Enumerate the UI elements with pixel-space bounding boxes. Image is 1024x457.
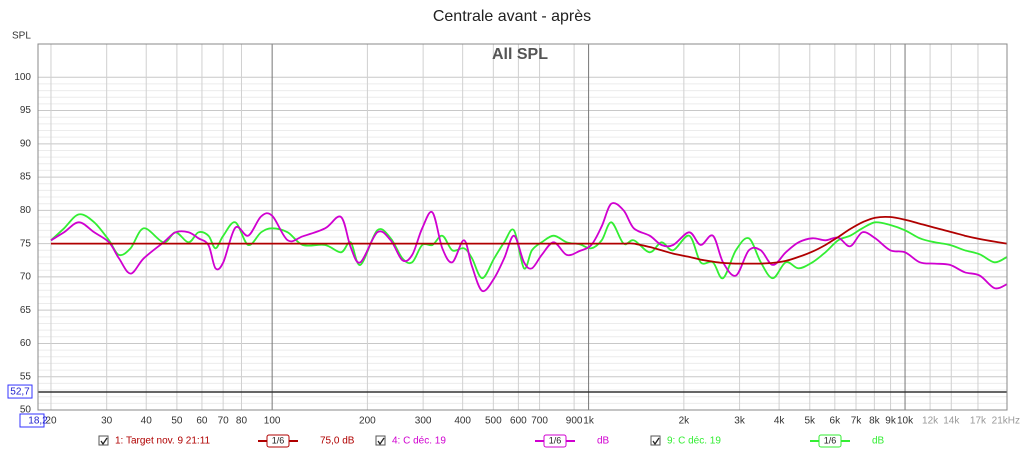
legend-checkbox[interactable]	[375, 435, 386, 446]
x-tick-label: 40	[141, 416, 153, 427]
cursor-box	[19, 413, 45, 428]
y-axis-label: SPL	[12, 31, 31, 42]
x-tick-label: 70	[218, 416, 230, 427]
x-tick-label: 80	[236, 416, 248, 427]
legend-label: 4: C déc. 19	[392, 436, 446, 447]
plot-frame	[37, 43, 1008, 411]
y-tick-label: 80	[20, 205, 32, 216]
series-line	[50, 202, 1008, 293]
legend: 1: Target nov. 9 21:11 1/6 75,0 dB 4: C déc…	[98, 434, 885, 448]
legend-level: dB	[872, 436, 885, 447]
x-tick-label: 7k	[851, 416, 863, 427]
smoothing-box[interactable]	[266, 434, 290, 448]
y-tick-label: 100	[14, 72, 31, 83]
x-tick-label: 20	[45, 416, 57, 427]
x-tick-label: 50	[171, 416, 183, 427]
y-tick-label: 50	[20, 405, 32, 416]
y-tick-label: 85	[20, 172, 32, 183]
x-tick-label: 14k	[943, 416, 960, 427]
x-tick-label: 100	[264, 416, 281, 427]
legend-smoothing: 1/6	[272, 435, 285, 445]
y-tick-label: 70	[20, 272, 32, 283]
chart-title: Centrale avant - après	[433, 8, 591, 25]
y-tick-label: 60	[20, 338, 32, 349]
x-tick-label: 6k	[830, 416, 842, 427]
x-tick-label: 200	[359, 416, 376, 427]
legend-smoothing: 1/6	[824, 435, 837, 445]
series-line	[51, 215, 1008, 265]
x-tick-label: 500	[485, 416, 502, 427]
x-tick-label: 1k	[583, 416, 595, 427]
legend-check	[652, 437, 660, 446]
legend-check	[100, 437, 108, 446]
x-tick-label: 17k	[970, 416, 987, 427]
x-tick-label: 12k	[922, 416, 939, 427]
x-tick-label: 2k	[679, 416, 691, 427]
y-tick-label: 65	[20, 305, 32, 316]
x-tick-label: 300	[415, 416, 432, 427]
cursor-box	[7, 384, 33, 399]
cursor-label: 52,7	[10, 387, 30, 398]
smoothing-box[interactable]	[543, 434, 567, 448]
x-tick-label: 900	[566, 416, 583, 427]
x-tick-label: 21kHz	[992, 416, 1020, 427]
x-tick-label: 8k	[869, 416, 881, 427]
legend-checkbox[interactable]	[650, 435, 661, 446]
grid: 50 55 60 65 70 75 80 85 90 95 100 20 30 40 50 60 70 80 100…	[7, 44, 1020, 428]
cursor-label: 18,2	[28, 416, 48, 427]
legend-label: 9: C déc. 19	[667, 436, 721, 447]
legend-label: 1: Target nov. 9 21:11	[115, 436, 211, 447]
y-tick-label: 75	[20, 238, 32, 249]
y-tick-label: 55	[20, 371, 32, 382]
legend-level: dB	[597, 436, 610, 447]
x-tick-label: 600	[510, 416, 527, 427]
x-tick-label: 700	[531, 416, 548, 427]
y-tick-label: 90	[20, 138, 32, 149]
lines	[50, 202, 1008, 293]
x-tick-label: 4k	[774, 416, 786, 427]
chart-subtitle: All SPL	[492, 46, 548, 63]
x-tick-label: 60	[196, 416, 208, 427]
legend-smoothing: 1/6	[549, 435, 562, 445]
y-tick-label: 95	[20, 105, 32, 116]
x-tick-label: 5k	[804, 416, 816, 427]
legend-checkbox[interactable]	[98, 435, 109, 446]
x-tick-label: 9k	[885, 416, 897, 427]
x-tick-label: 30	[101, 416, 113, 427]
x-tick-label: 3k	[734, 416, 746, 427]
smoothing-box[interactable]	[818, 434, 842, 448]
x-tick-label: 10k	[897, 416, 914, 427]
x-tick-label: 400	[454, 416, 471, 427]
legend-level: 75,0 dB	[320, 436, 355, 447]
legend-check	[377, 437, 385, 446]
